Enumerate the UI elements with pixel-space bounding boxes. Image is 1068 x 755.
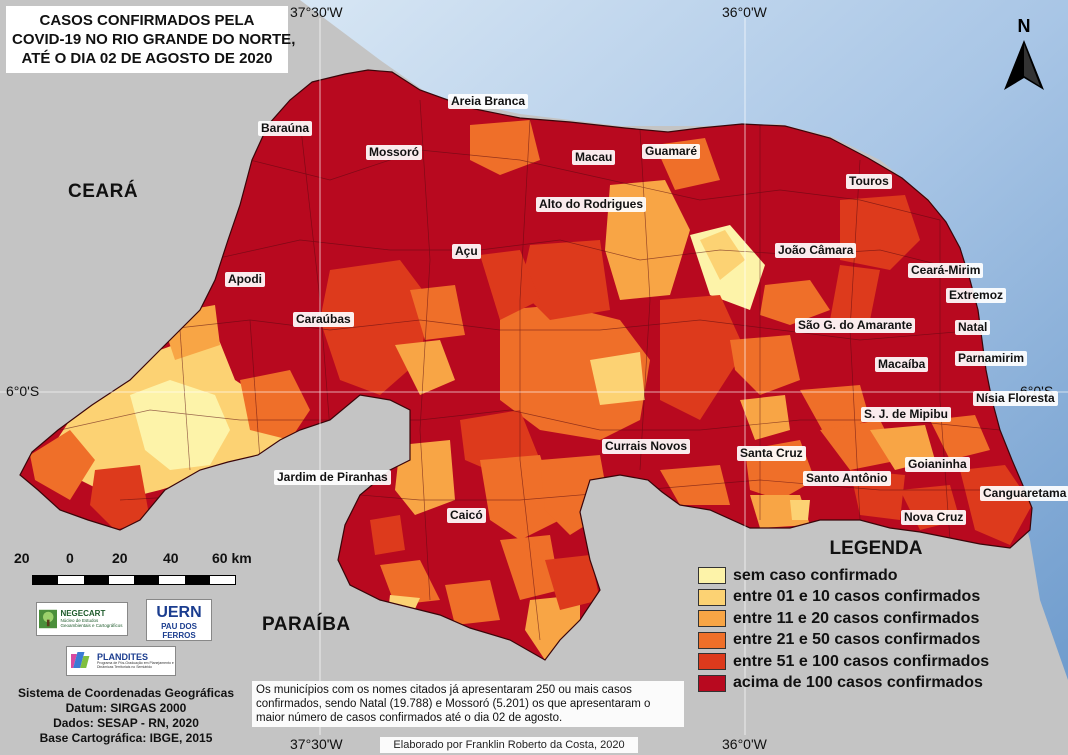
legend-item: entre 11 e 20 casos confirmados [698,608,1044,630]
title-line-1: CASOS CONFIRMADOS PELA [39,12,255,29]
plandites-subtitle: Programa de Pós-Graduação em Planejament… [97,661,174,669]
coord-bottom-left: 37°30'W [290,736,343,752]
map-note: Os municípios com os nomes citados já ap… [252,681,684,727]
legend-swatch [698,653,726,671]
legend-label: entre 11 e 20 casos confirmados [733,609,980,627]
city-label: Nova Cruz [901,510,967,525]
meta-line-3: Dados: SESAP - RN, 2020 [53,716,199,730]
meta-line-4: Base Cartográfica: IBGE, 2015 [39,731,213,745]
tree-icon [39,609,58,629]
meta-line-1: Sistema de Coordenadas Geográficas [17,686,235,700]
plandites-logo: PLANDITES Programa de Pós-Graduação em P… [66,646,176,676]
legend-label: acima de 100 casos confirmados [733,674,983,692]
negecart-logo: NEGECART Núcleo de Estudos Geoambientais… [36,602,128,636]
north-arrow-icon: N [1000,16,1048,94]
map-metadata: Sistema de Coordenadas Geográficas Datum… [0,686,252,746]
city-label: Açu [452,244,481,259]
legend-swatch [698,567,726,585]
negecart-name: NEGECART [60,609,106,618]
legend-item: entre 01 e 10 casos confirmados [698,587,1044,609]
city-label: Apodi [225,272,265,287]
legend-item: entre 51 e 100 casos confirmados [698,651,1044,673]
city-label: Currais Novos [602,439,691,454]
meta-line-2: Datum: SIRGAS 2000 [65,701,187,715]
city-label: S. J. de Mipibu [861,407,952,422]
city-label: Goianinha [905,457,970,472]
city-label: Santo Antônio [803,471,891,486]
legend-item: acima de 100 casos confirmados [698,673,1044,695]
legend-swatch [698,610,726,628]
legend-swatch [698,588,726,606]
coord-left-lat: 6°0'S [6,383,40,399]
city-label: Canguaretama [980,486,1068,501]
city-label: Alto do Rodrigues [536,197,646,212]
uern-logo: UERN PAU DOS FERROS [146,599,212,641]
legend-item: sem caso confirmado [698,565,1044,587]
scale-label: 60 km [212,550,252,566]
title-line-3: ATÉ O DIA 02 DE AGOSTO DE 2020 [21,50,273,67]
city-label: Macau [572,150,616,165]
city-label: Mossoró [366,145,423,160]
city-label: Macaíba [875,357,929,372]
label-ceara: CEARÁ [68,181,139,202]
plandites-emblem-icon [71,652,90,668]
legend-label: sem caso confirmado [733,566,898,584]
coord-bottom-right: 36°0'W [722,736,767,752]
map-credit: Elaborado por Franklin Roberto da Costa,… [380,737,638,753]
scale-label: 0 [66,550,74,566]
graticule-lines [0,18,1068,735]
legend-swatch [698,631,726,649]
scale-label: 20 [112,550,128,566]
city-label: Parnamirim [955,351,1028,366]
north-letter: N [1017,16,1031,36]
scale-bar: 20 0 20 40 60 km [12,550,252,590]
city-label: Areia Branca [448,94,529,109]
legend: LEGENDA sem caso confirmado entre 01 e 10… [698,538,1044,694]
title-line-2: COVID-19 NO RIO GRANDE DO NORTE, [12,31,296,48]
scale-label: 20 [14,550,30,566]
city-label: Caraúbas [293,312,354,327]
city-label: Touros [846,174,892,189]
city-label: Baraúna [258,121,313,136]
uern-name: UERN [156,604,202,621]
city-label: São G. do Amarante [795,318,916,333]
scale-bar-segments [32,575,236,585]
city-label: Natal [955,320,991,335]
legend-label: entre 51 e 100 casos confirmados [733,652,990,670]
map-title: CASOS CONFIRMADOS PELA COVID-19 NO RIO G… [6,6,296,73]
city-label: Caicó [447,508,486,523]
legend-label: entre 21 e 50 casos confirmados [733,631,981,649]
legend-swatch [698,674,726,692]
coord-top-right: 36°0'W [722,4,767,20]
city-label: Nísia Floresta [973,391,1058,406]
scale-label: 40 [163,550,179,566]
city-label: Jardim de Piranhas [274,470,391,485]
city-label: Ceará-Mirim [908,263,984,278]
city-label: Santa Cruz [737,446,806,461]
city-label: João Câmara [775,243,857,258]
ocean-area [300,0,1068,680]
legend-title: LEGENDA [829,538,923,559]
legend-item: entre 21 e 50 casos confirmados [698,630,1044,652]
plandites-name: PLANDITES [97,652,149,662]
legend-label: entre 01 e 10 casos confirmados [733,588,981,606]
coord-top-left: 37°30'W [290,4,343,20]
uern-subtitle: PAU DOS FERROS [161,622,197,640]
negecart-subtitle: Núcleo de Estudos Geoambientais e Cartog… [60,618,123,628]
label-paraiba: PARAÍBA [262,614,351,635]
city-label: Guamaré [642,144,701,159]
city-label: Extremoz [946,288,1007,303]
